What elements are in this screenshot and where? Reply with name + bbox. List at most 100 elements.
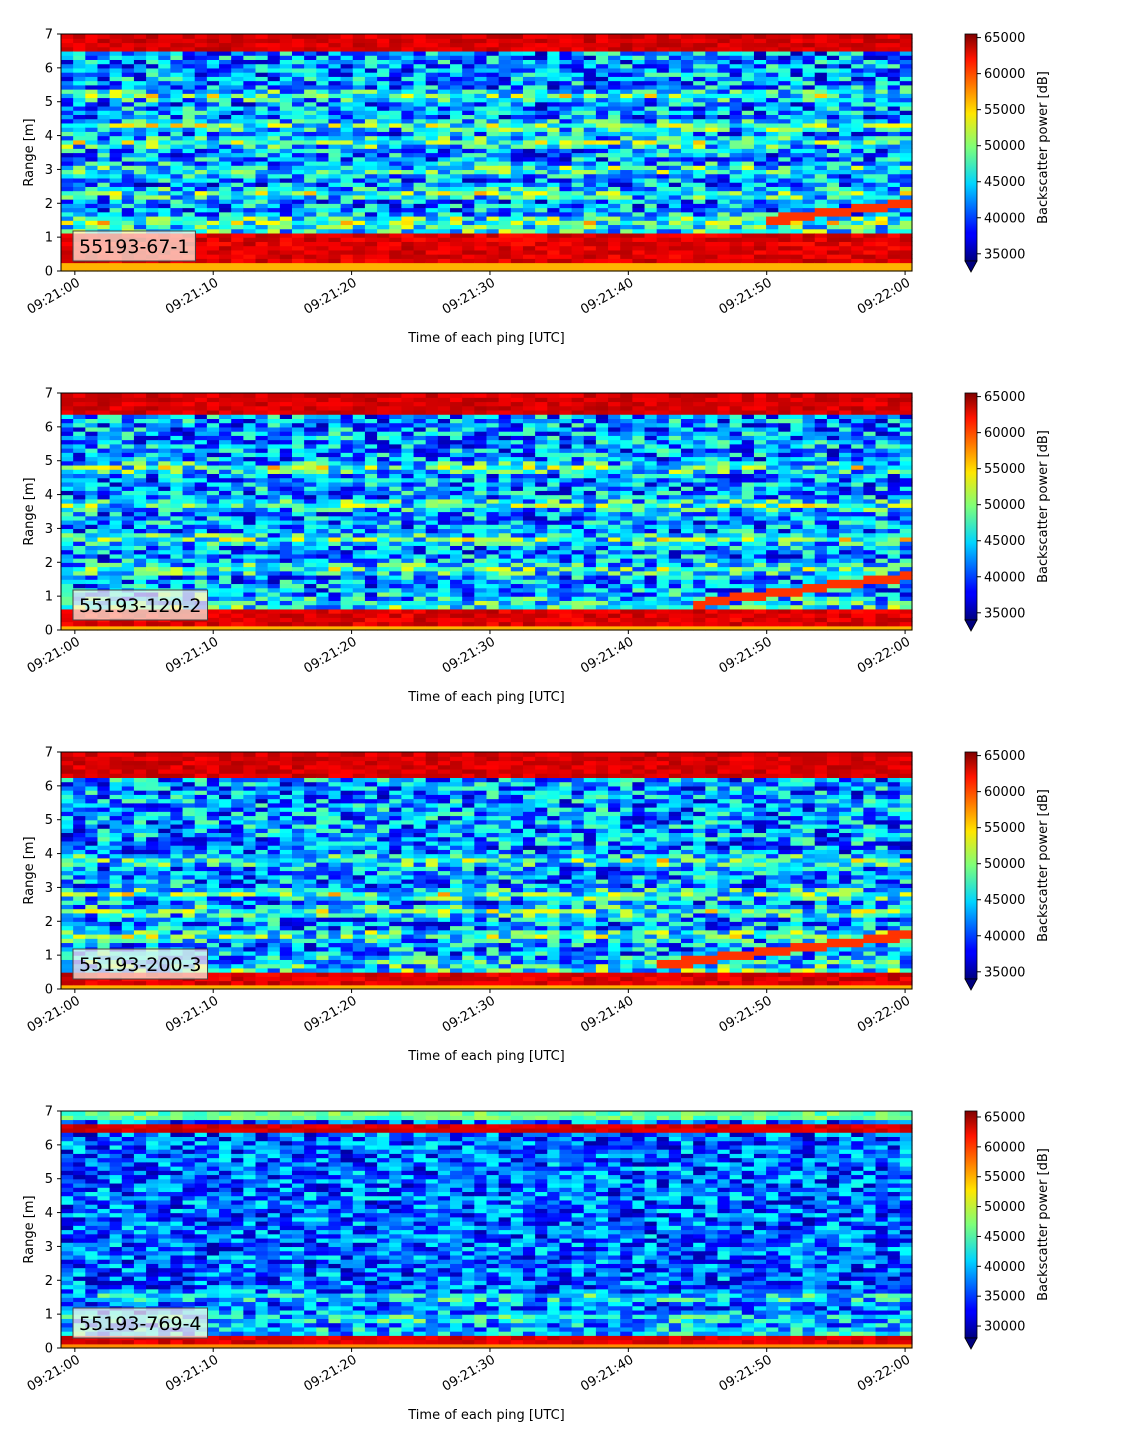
heatmap-cell — [182, 207, 196, 213]
heatmap-cell — [194, 122, 208, 128]
heatmap-cell — [133, 435, 147, 441]
heatmap-cell — [97, 558, 111, 563]
heatmap-cell — [437, 258, 451, 264]
heatmap-cell — [328, 67, 342, 73]
heatmap-cell — [474, 72, 488, 77]
heatmap-cell — [778, 72, 792, 77]
heatmap-cell — [61, 562, 74, 568]
heatmap-cell — [158, 448, 172, 453]
heatmap-cell — [839, 203, 852, 209]
heatmap-cell — [632, 67, 646, 73]
heatmap-cell — [826, 165, 840, 171]
heatmap-cell — [352, 199, 366, 204]
heatmap-cell — [316, 84, 330, 90]
heatmap-cell — [535, 186, 548, 192]
heatmap-cell — [85, 503, 99, 508]
heatmap-cell — [535, 118, 548, 124]
heatmap-cell — [85, 186, 99, 192]
heatmap-cell — [826, 127, 840, 132]
heatmap-cell — [97, 55, 111, 60]
heatmap-cell — [291, 55, 305, 60]
heatmap-cell — [644, 241, 658, 247]
heatmap-cell — [474, 110, 488, 116]
heatmap-cell — [705, 105, 719, 111]
heatmap-cell — [875, 186, 889, 192]
heatmap-cell — [498, 160, 512, 166]
heatmap-cell — [267, 422, 281, 428]
heatmap-cell — [766, 97, 779, 103]
heatmap-cell — [316, 211, 330, 217]
heatmap-cell — [510, 80, 524, 86]
heatmap-cell — [304, 93, 317, 99]
heatmap-cell — [790, 34, 804, 39]
heatmap-cell — [133, 574, 147, 580]
heatmap-cell — [425, 148, 439, 154]
heatmap-cell — [839, 50, 852, 56]
heatmap-cell — [243, 211, 257, 217]
heatmap-cell — [486, 228, 500, 234]
heatmap-cell — [364, 131, 378, 137]
heatmap-cell — [474, 80, 488, 86]
heatmap-cell — [255, 127, 269, 132]
heatmap-cell — [231, 194, 244, 200]
heatmap-cell — [121, 194, 135, 200]
heatmap-cell — [182, 401, 196, 407]
heatmap-cell — [450, 135, 463, 141]
heatmap-cell — [340, 97, 354, 103]
heatmap-cell — [291, 258, 305, 264]
heatmap-cell — [243, 600, 257, 606]
heatmap-cell — [304, 97, 317, 103]
heatmap-cell — [450, 190, 463, 196]
heatmap-cell — [389, 139, 402, 145]
heatmap-cell — [182, 266, 196, 272]
heatmap-cell — [899, 199, 913, 204]
heatmap-cell — [486, 89, 500, 94]
heatmap-cell — [693, 220, 706, 226]
heatmap-cell — [182, 532, 196, 538]
heatmap-cell — [61, 55, 74, 60]
heatmap-cell — [839, 148, 852, 154]
heatmap-cell — [486, 42, 500, 48]
heatmap-cell — [863, 152, 877, 158]
heatmap-cell — [206, 156, 220, 162]
heatmap-cell — [255, 114, 269, 120]
heatmap-cell — [121, 490, 135, 496]
heatmap-cell — [766, 211, 779, 217]
heatmap-cell — [644, 55, 658, 60]
heatmap-cell — [219, 118, 232, 124]
heatmap-cell — [158, 63, 172, 69]
heatmap-cell — [608, 93, 621, 99]
heatmap-cell — [219, 152, 232, 158]
heatmap-cell — [814, 199, 828, 204]
heatmap-cell — [158, 511, 172, 517]
heatmap-cell — [717, 156, 731, 162]
heatmap-cell — [668, 67, 682, 73]
colorbar-tick-label: 60000 — [984, 67, 1025, 82]
heatmap-cell — [899, 148, 913, 154]
heatmap-cell — [340, 241, 354, 247]
heatmap-cell — [486, 220, 500, 226]
heatmap-cell — [729, 114, 743, 120]
heatmap-cell — [267, 625, 281, 631]
heatmap-cell — [899, 165, 913, 171]
heatmap-cell — [73, 67, 86, 73]
heatmap-cell — [170, 477, 184, 483]
heatmap-cell — [778, 249, 792, 255]
heatmap-cell — [194, 464, 208, 470]
heatmap-cell — [717, 131, 731, 137]
heatmap-cell — [693, 224, 706, 230]
heatmap-cell — [668, 194, 682, 200]
heatmap-cell — [486, 38, 500, 44]
heatmap-cell — [267, 194, 281, 200]
heatmap-cell — [474, 254, 488, 259]
heatmap-cell — [644, 249, 658, 255]
heatmap-cell — [595, 76, 609, 82]
heatmap-cell — [255, 152, 269, 158]
heatmap-cell — [243, 426, 257, 432]
heatmap-cell — [474, 76, 488, 82]
heatmap-cell — [279, 583, 293, 589]
heatmap-cell — [437, 228, 451, 234]
heatmap-cell — [61, 498, 74, 504]
heatmap-cell — [279, 38, 293, 44]
heatmap-cell — [474, 34, 488, 39]
